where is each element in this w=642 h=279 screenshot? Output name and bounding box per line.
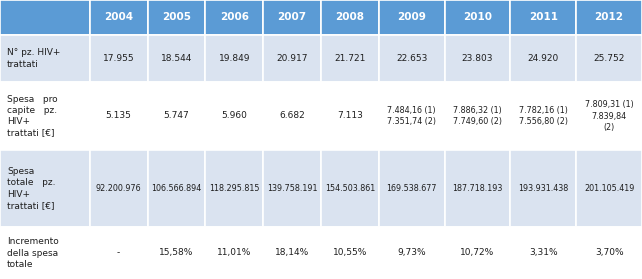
Text: 18,14%: 18,14% <box>275 249 309 258</box>
Bar <box>379 227 445 279</box>
Bar <box>263 82 321 150</box>
Text: 5.135: 5.135 <box>106 112 132 121</box>
Text: 201.105.419: 201.105.419 <box>584 184 634 193</box>
Bar <box>148 227 205 279</box>
Bar <box>510 82 577 150</box>
Text: 2009: 2009 <box>397 13 426 23</box>
Text: 7.809,31 (1)
7.839,84
(2): 7.809,31 (1) 7.839,84 (2) <box>585 100 634 132</box>
Text: Spesa   pro
capite   pz.
HIV+
trattati [€]: Spesa pro capite pz. HIV+ trattati [€] <box>7 95 58 137</box>
Bar <box>0 35 90 82</box>
Text: 3,70%: 3,70% <box>594 249 623 258</box>
Text: Spesa
totale   pz.
HIV+
trattati [€]: Spesa totale pz. HIV+ trattati [€] <box>7 167 56 210</box>
Text: 2008: 2008 <box>335 13 365 23</box>
Bar <box>0 82 90 150</box>
Bar <box>148 0 205 35</box>
Bar <box>90 0 148 35</box>
Bar <box>379 82 445 150</box>
Text: 22.653: 22.653 <box>396 54 428 63</box>
Text: 24.920: 24.920 <box>528 54 559 63</box>
Text: 2010: 2010 <box>463 13 492 23</box>
Text: 2007: 2007 <box>277 13 307 23</box>
Bar <box>321 0 379 35</box>
Bar <box>510 150 577 227</box>
Bar <box>205 227 263 279</box>
Bar <box>148 82 205 150</box>
Text: 7.886,32 (1)
7.749,60 (2): 7.886,32 (1) 7.749,60 (2) <box>453 106 502 126</box>
Bar <box>205 0 263 35</box>
Bar <box>445 150 510 227</box>
Text: 154.503.861: 154.503.861 <box>325 184 375 193</box>
Bar <box>263 227 321 279</box>
Bar <box>321 227 379 279</box>
Text: 7.782,16 (1)
7.556,80 (2): 7.782,16 (1) 7.556,80 (2) <box>519 106 568 126</box>
Bar <box>445 227 510 279</box>
Bar <box>0 150 90 227</box>
Bar <box>90 82 148 150</box>
Text: 7.113: 7.113 <box>337 112 363 121</box>
Bar <box>263 35 321 82</box>
Text: 187.718.193: 187.718.193 <box>453 184 503 193</box>
Bar <box>379 150 445 227</box>
Bar <box>445 82 510 150</box>
Text: 2012: 2012 <box>594 13 623 23</box>
Bar <box>510 0 577 35</box>
Text: N° pz. HIV+
trattati: N° pz. HIV+ trattati <box>7 49 60 69</box>
Text: 21.721: 21.721 <box>334 54 365 63</box>
Bar <box>205 150 263 227</box>
Text: 15,58%: 15,58% <box>159 249 194 258</box>
Bar <box>90 227 148 279</box>
Text: 18.544: 18.544 <box>160 54 192 63</box>
Bar <box>577 227 642 279</box>
Text: 19.849: 19.849 <box>218 54 250 63</box>
Bar <box>510 35 577 82</box>
Text: 20.917: 20.917 <box>276 54 308 63</box>
Text: 5.747: 5.747 <box>164 112 189 121</box>
Bar <box>148 150 205 227</box>
Text: 2004: 2004 <box>104 13 133 23</box>
Bar <box>263 0 321 35</box>
Text: 17.955: 17.955 <box>103 54 134 63</box>
Bar <box>263 150 321 227</box>
Bar <box>577 35 642 82</box>
Bar <box>577 150 642 227</box>
Text: 7.484,16 (1)
7.351,74 (2): 7.484,16 (1) 7.351,74 (2) <box>387 106 436 126</box>
Text: 6.682: 6.682 <box>279 112 305 121</box>
Bar <box>90 150 148 227</box>
Bar <box>379 35 445 82</box>
Bar <box>205 35 263 82</box>
Text: Incremento
della spesa
totale: Incremento della spesa totale <box>7 237 59 269</box>
Bar <box>510 227 577 279</box>
Text: 118.295.815: 118.295.815 <box>209 184 259 193</box>
Text: 92.200.976: 92.200.976 <box>96 184 141 193</box>
Text: 10,72%: 10,72% <box>460 249 494 258</box>
Bar <box>205 82 263 150</box>
Bar <box>577 82 642 150</box>
Bar <box>90 35 148 82</box>
Text: 193.931.438: 193.931.438 <box>518 184 568 193</box>
Bar <box>0 227 90 279</box>
Bar <box>445 0 510 35</box>
Text: 5.960: 5.960 <box>221 112 247 121</box>
Text: 2011: 2011 <box>529 13 558 23</box>
Bar <box>321 150 379 227</box>
Text: 23.803: 23.803 <box>462 54 493 63</box>
Text: 11,01%: 11,01% <box>217 249 252 258</box>
Text: 169.538.677: 169.538.677 <box>386 184 437 193</box>
Bar <box>321 82 379 150</box>
Bar <box>577 0 642 35</box>
Bar <box>379 0 445 35</box>
Text: 139.758.191: 139.758.191 <box>267 184 317 193</box>
Bar <box>148 35 205 82</box>
Bar <box>445 35 510 82</box>
Text: 106.566.894: 106.566.894 <box>152 184 202 193</box>
Text: 2005: 2005 <box>162 13 191 23</box>
Text: 10,55%: 10,55% <box>333 249 367 258</box>
Bar <box>321 35 379 82</box>
Text: 3,31%: 3,31% <box>529 249 558 258</box>
Bar <box>0 0 90 35</box>
Text: 2006: 2006 <box>220 13 248 23</box>
Text: 9,73%: 9,73% <box>397 249 426 258</box>
Text: 25.752: 25.752 <box>593 54 625 63</box>
Text: -: - <box>117 249 120 258</box>
